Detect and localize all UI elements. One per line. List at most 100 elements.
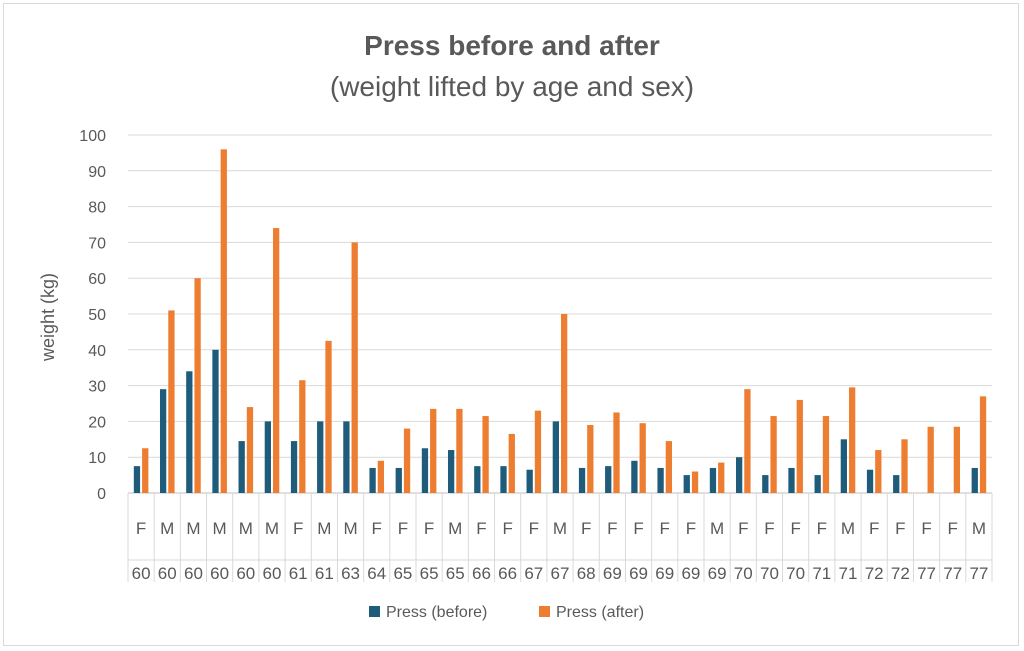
bar <box>822 416 830 493</box>
y-tick-label: 10 <box>88 450 106 467</box>
y-tick-label: 50 <box>88 307 106 324</box>
category-age-label: 70 <box>734 564 753 583</box>
bar <box>979 396 987 493</box>
bar <box>893 475 900 493</box>
chart-subtitle: (weight lifted by age and sex) <box>330 71 694 102</box>
category-age-label: 72 <box>891 564 910 583</box>
legend-entry: Press (before) <box>386 604 487 621</box>
category-sex-label: F <box>372 519 382 538</box>
bar <box>849 387 856 493</box>
bar <box>788 467 795 493</box>
category-age-label: 68 <box>577 564 596 583</box>
bar <box>377 460 385 493</box>
category-age-label: 60 <box>210 564 229 583</box>
category-sex-label: F <box>948 519 958 538</box>
category-age-label: 71 <box>839 564 858 583</box>
category-sex-label: M <box>841 519 855 538</box>
legend-swatch <box>539 606 550 617</box>
bar <box>264 421 271 493</box>
y-tick-label: 80 <box>88 200 106 217</box>
bar <box>447 450 455 493</box>
y-tick-label: 40 <box>88 343 106 360</box>
category-age-label: 67 <box>551 564 570 583</box>
category-age-label: 64 <box>367 564 386 583</box>
chart-frame: Press before and after (weight lifted by… <box>3 3 1019 646</box>
category-sex-label: F <box>738 519 748 538</box>
bar <box>133 466 141 493</box>
category-age-label: 72 <box>865 564 884 583</box>
category-sex-label: F <box>136 519 146 538</box>
y-tick-label: 70 <box>88 235 106 252</box>
category-sex-label: F <box>686 519 696 538</box>
category-age-label: 69 <box>655 564 674 583</box>
category-sex-label: F <box>581 519 591 538</box>
category-axis: F 60 M 60 M 60 M 60 M 60 M 60 F 61 M 61 M 63 F 64 F 65 F 65 M 65 F… <box>127 493 993 583</box>
category-sex-label: F <box>869 519 879 538</box>
y-axis-label: weight (kg) <box>38 273 58 362</box>
bar <box>840 439 847 493</box>
bar <box>875 450 882 493</box>
category-age-label: 65 <box>393 564 412 583</box>
bar <box>552 421 559 493</box>
y-tick-label: 20 <box>88 414 106 431</box>
y-tick-label: 60 <box>88 271 106 288</box>
bar <box>561 314 568 493</box>
y-tick-label: 30 <box>88 379 106 396</box>
bar <box>186 371 193 493</box>
legend: Press (before) Press (after) <box>369 604 644 621</box>
bar <box>212 349 219 493</box>
category-sex-label: M <box>553 519 567 538</box>
category-sex-label: M <box>710 519 724 538</box>
bar <box>500 466 507 493</box>
bars <box>133 149 987 493</box>
bar <box>709 467 717 493</box>
bar <box>718 462 725 493</box>
bar <box>971 467 978 493</box>
category-sex-label: M <box>972 519 986 538</box>
category-age-label: 69 <box>708 564 727 583</box>
bar <box>665 441 673 493</box>
bar <box>587 424 594 493</box>
category-age-label: 61 <box>289 564 308 583</box>
bar <box>508 433 515 493</box>
category-age-label: 69 <box>629 564 648 583</box>
category-age-label: 70 <box>786 564 805 583</box>
category-age-label: 66 <box>472 564 491 583</box>
category-age-label: 63 <box>341 564 360 583</box>
category-sex-label: F <box>424 519 434 538</box>
bar <box>605 466 612 493</box>
category-age-label: 60 <box>263 564 282 583</box>
bar <box>168 310 175 493</box>
category-sex-label: M <box>213 519 227 538</box>
bar <box>317 421 324 493</box>
bar <box>299 380 306 493</box>
category-sex-label: F <box>476 519 486 538</box>
category-sex-label: F <box>817 519 827 538</box>
category-sex-label: M <box>265 519 279 538</box>
category-sex-label: M <box>160 519 174 538</box>
bar <box>770 416 777 493</box>
bar <box>273 228 280 493</box>
bar <box>343 421 350 493</box>
bar <box>369 467 376 493</box>
bar <box>482 416 489 493</box>
category-age-label: 70 <box>760 564 779 583</box>
bar <box>142 448 149 493</box>
y-tick-label: 0 <box>97 486 106 503</box>
bar <box>735 457 743 493</box>
category-age-label: 77 <box>917 564 936 583</box>
category-age-label: 66 <box>498 564 517 583</box>
bar <box>325 340 332 493</box>
category-age-label: 65 <box>420 564 439 583</box>
category-sex-label: F <box>895 519 905 538</box>
legend-entry: Press (after) <box>556 604 644 621</box>
bar <box>927 426 934 493</box>
category-sex-label: F <box>529 519 539 538</box>
category-sex-label: F <box>633 519 643 538</box>
category-age-label: 65 <box>446 564 465 583</box>
y-tick-labels: 0 10 20 30 40 50 60 70 80 90 100 <box>79 128 106 503</box>
category-sex-label: F <box>293 519 303 538</box>
bar <box>194 278 201 493</box>
category-sex-label: F <box>607 519 617 538</box>
category-age-label: 60 <box>132 564 151 583</box>
